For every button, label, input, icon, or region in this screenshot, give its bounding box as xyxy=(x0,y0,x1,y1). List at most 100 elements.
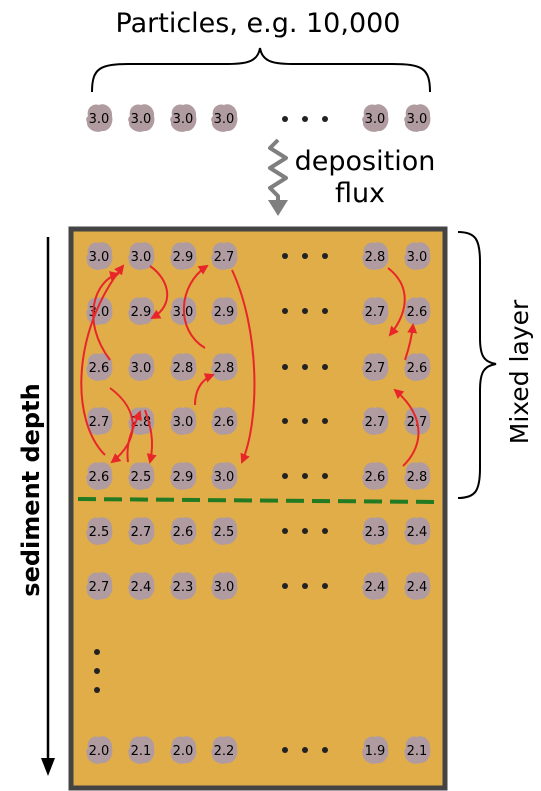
row-ellipsis xyxy=(282,418,328,424)
particle-label: 2.1 xyxy=(131,744,152,759)
particle: 2.4 xyxy=(362,572,389,600)
particle: 3.0 xyxy=(86,104,113,132)
particle: 2.1 xyxy=(128,736,155,764)
mixed-layer-brace xyxy=(457,231,497,499)
particle: 2.4 xyxy=(404,572,431,600)
particle-label: 2.4 xyxy=(131,580,152,595)
particle: 2.7 xyxy=(128,517,155,545)
particle-label: 2.7 xyxy=(365,305,386,320)
row-ellipsis xyxy=(282,528,328,534)
particle: 2.8 xyxy=(211,353,238,381)
particle: 2.6 xyxy=(404,353,431,381)
title: Particles, e.g. 10,000 xyxy=(116,8,401,39)
particle: 2.6 xyxy=(362,462,389,490)
particle: 2.6 xyxy=(211,407,238,435)
particle: 3.0 xyxy=(128,242,155,270)
particle-label: 2.6 xyxy=(89,470,110,485)
particle-label: 2.5 xyxy=(131,470,152,485)
particle-label: 2.4 xyxy=(407,580,428,595)
particle-label: 2.4 xyxy=(407,525,428,540)
deposition-flux-arrow xyxy=(268,138,288,216)
particle: 3.0 xyxy=(404,104,431,132)
row-ellipsis xyxy=(282,583,328,589)
particle-label: 3.0 xyxy=(214,580,235,595)
vertical-ellipsis xyxy=(94,649,100,693)
particle-label: 2.4 xyxy=(365,580,386,595)
particle-label: 3.0 xyxy=(214,112,235,127)
particle-label: 3.0 xyxy=(131,361,152,376)
particle-label: 2.1 xyxy=(407,744,428,759)
depth-arrow xyxy=(41,237,55,776)
particle: 2.6 xyxy=(404,297,431,325)
particle: 2.5 xyxy=(211,517,238,545)
row-ellipsis xyxy=(282,364,328,370)
particle: 3.0 xyxy=(86,297,113,325)
row-ellipsis xyxy=(282,747,328,753)
particle-label: 2.5 xyxy=(214,525,235,540)
particle-label: 3.0 xyxy=(365,112,386,127)
depth-label: sediment depth xyxy=(17,383,45,596)
particle: 2.7 xyxy=(86,407,113,435)
particle-label: 3.0 xyxy=(89,250,110,265)
particle-label: 2.0 xyxy=(89,744,110,759)
particle-label: 3.0 xyxy=(173,112,194,127)
particle: 2.9 xyxy=(128,297,155,325)
particle-label: 2.8 xyxy=(173,361,194,376)
particle: 2.6 xyxy=(86,353,113,381)
row-ellipsis xyxy=(282,308,328,314)
particle-label: 1.9 xyxy=(365,744,386,759)
particle-label: 2.6 xyxy=(407,305,428,320)
particle: 3.0 xyxy=(170,407,197,435)
particle: 2.7 xyxy=(362,353,389,381)
particle: 2.8 xyxy=(362,242,389,270)
particle: 2.6 xyxy=(170,517,197,545)
particle-label: 2.7 xyxy=(214,250,235,265)
particle: 2.6 xyxy=(86,462,113,490)
particle: 2.9 xyxy=(170,462,197,490)
particle-label: 3.0 xyxy=(214,470,235,485)
particle: 3.0 xyxy=(362,104,389,132)
particle: 2.5 xyxy=(86,517,113,545)
particle: 2.5 xyxy=(128,462,155,490)
particle: 3.0 xyxy=(404,242,431,270)
particle-label: 2.6 xyxy=(214,415,235,430)
particle-label: 2.8 xyxy=(365,250,386,265)
sediment-particles: 3.0 3.0 2.9 2.7 2.8 3.0 3.0 2.9 3.0 2.9 2.7 2.6 2.6 3… xyxy=(86,242,431,764)
particle-label: 2.6 xyxy=(89,361,110,376)
particle-label: 2.8 xyxy=(214,361,235,376)
particle-label: 3.0 xyxy=(173,415,194,430)
particle-label: 2.7 xyxy=(89,415,110,430)
particle: 2.7 xyxy=(362,297,389,325)
incoming-particles: 3.0 3.0 3.0 3.0 3.0 3.0 xyxy=(86,104,431,132)
row-ellipsis xyxy=(282,253,328,259)
particle: 2.9 xyxy=(211,297,238,325)
particle: 2.3 xyxy=(362,517,389,545)
particle: 2.1 xyxy=(404,736,431,764)
particle-label: 2.6 xyxy=(173,525,194,540)
particle: 2.7 xyxy=(86,572,113,600)
particle-label: 3.0 xyxy=(131,112,152,127)
particle: 3.0 xyxy=(211,462,238,490)
particle: 1.9 xyxy=(362,736,389,764)
particle: 2.7 xyxy=(211,242,238,270)
particle: 3.0 xyxy=(86,242,113,270)
particle-label: 2.2 xyxy=(214,744,235,759)
particle-label: 2.5 xyxy=(89,525,110,540)
particle-label: 2.7 xyxy=(365,361,386,376)
particle-label: 2.3 xyxy=(173,580,194,595)
particle-label: 2.6 xyxy=(407,361,428,376)
particle-label: 3.0 xyxy=(131,250,152,265)
particle: 2.3 xyxy=(170,572,197,600)
row-ellipsis xyxy=(282,473,328,479)
deposition-label: deposition xyxy=(295,146,436,177)
flux-label: flux xyxy=(335,178,385,209)
particle-label: 2.7 xyxy=(365,415,386,430)
particles-brace xyxy=(91,47,431,93)
particle: 2.4 xyxy=(404,517,431,545)
particle-label: 2.7 xyxy=(131,525,152,540)
particle-label: 2.9 xyxy=(173,470,194,485)
particle-label: 2.9 xyxy=(131,305,152,320)
sediment-column xyxy=(68,226,448,791)
particle: 2.7 xyxy=(362,407,389,435)
